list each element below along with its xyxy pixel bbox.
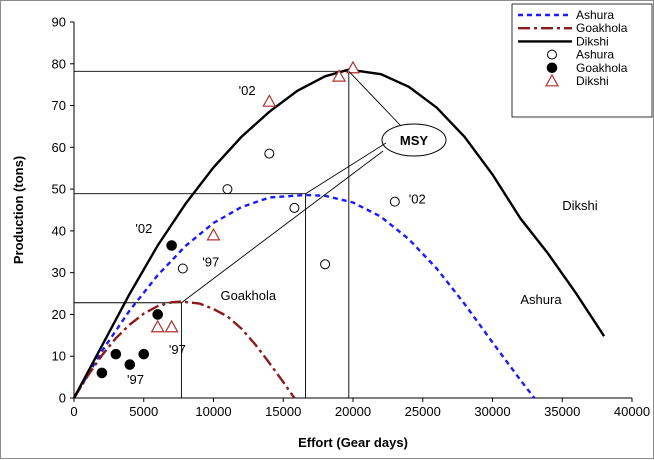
point-dikshi (345, 60, 361, 74)
y-tick-label: 0 (59, 391, 66, 406)
x-axis-title: Effort (Gear days) (298, 435, 408, 450)
point-dikshi (150, 319, 165, 333)
x-tick-label: 40000 (614, 404, 650, 419)
msy-arrow (305, 142, 387, 195)
legend-marker-goakhola (546, 62, 558, 74)
annotation-label: '97 (169, 342, 186, 357)
y-tick-label: 50 (52, 182, 66, 197)
x-tick-label: 35000 (544, 404, 580, 419)
point-ashura (289, 202, 300, 213)
annotation-label: Ashura (520, 292, 562, 307)
legend-box (511, 3, 653, 118)
x-tick-label: 25000 (405, 404, 441, 419)
annotation-label: '02 (135, 221, 152, 236)
legend-label: Dikshi (576, 74, 609, 88)
curve-goakhola (72, 300, 296, 399)
point-dikshi (206, 227, 221, 241)
point-ashura (177, 263, 188, 274)
annotation-label: Dikshi (562, 198, 598, 213)
point-dikshi (262, 94, 277, 107)
legend-marker-dikshi (544, 73, 560, 87)
annotation-label: '02 (239, 83, 256, 98)
curve-dikshi (72, 68, 606, 399)
point-goakhola (152, 309, 163, 320)
annotation-label: '02 (409, 192, 426, 207)
msy-callout (381, 123, 447, 157)
x-tick-label: 0 (70, 404, 77, 419)
x-tick-label: 15000 (265, 404, 301, 419)
curve-ashura (72, 193, 536, 399)
msy-arrow (181, 150, 384, 304)
legend-label: Ashura (576, 8, 614, 22)
y-tick-label: 60 (52, 140, 66, 155)
legend-label: Goakhola (576, 61, 628, 75)
y-tick-label: 10 (52, 349, 66, 364)
point-ashura (264, 148, 275, 159)
point-goakhola (166, 240, 177, 251)
legend-label: Dikshi (576, 34, 609, 48)
point-ashura (222, 184, 233, 195)
msy-label: MSY (400, 133, 429, 148)
y-tick-label: 20 (52, 307, 66, 322)
legend-label: Goakhola (576, 21, 628, 35)
x-tick-label: 5000 (129, 404, 158, 419)
x-tick-label: 30000 (474, 404, 510, 419)
msy-arrow (348, 70, 402, 127)
plot-area: 0 10 20 30 40 50 60 70 80 90 0 5000 10000 15000 20000 2… (52, 15, 651, 420)
y-axis-title: Production (tons) (11, 156, 26, 264)
point-goakhola (96, 367, 108, 379)
y-tick-label: 30 (52, 265, 66, 280)
legend-label: Ashura (576, 48, 614, 62)
point-goakhola (124, 359, 136, 370)
x-tick-label: 20000 (335, 404, 371, 419)
point-dikshi (164, 319, 179, 333)
point-goakhola (138, 348, 150, 360)
point-ashura (389, 196, 400, 207)
annotation-label: '97 (202, 254, 219, 269)
y-tick-label: 40 (52, 223, 66, 238)
point-goakhola (110, 348, 122, 360)
y-tick-label: 70 (52, 98, 66, 113)
annotation-label: Goakhola (220, 288, 276, 303)
point-ashura (320, 259, 331, 270)
y-tick-label: 80 (52, 56, 66, 71)
annotation-label: '97 (127, 372, 144, 387)
legend-marker-ashura (547, 49, 557, 60)
y-tick-label: 90 (52, 15, 66, 30)
point-dikshi (332, 69, 347, 82)
x-tick-label: 10000 (195, 404, 231, 419)
